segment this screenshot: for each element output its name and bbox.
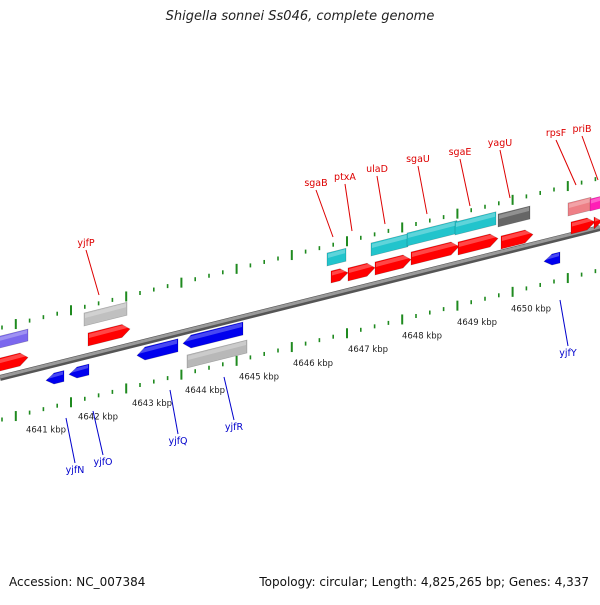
gene-label-lower: yjfY — [559, 348, 577, 359]
forward-gene — [347, 262, 376, 282]
scale-label: 4647 kbp — [348, 345, 388, 355]
feature-block-dark-yagU — [497, 205, 531, 228]
topology-text: Topology: circular; Length: 4,825,265 bp… — [259, 575, 589, 589]
reverse-gene — [136, 338, 179, 361]
forward-gene — [500, 229, 534, 250]
feature-block-gray-lower-shine — [188, 341, 246, 360]
scale-label: 4642 kbp — [78, 413, 118, 423]
gene-leader-line — [344, 183, 353, 232]
forward-gene-shine — [595, 216, 600, 222]
scale-label: 4646 kbp — [293, 359, 333, 369]
gene-leader-line — [581, 135, 599, 181]
reverse-gene — [68, 363, 90, 379]
forward-gene-shine — [459, 233, 497, 247]
forward-gene — [0, 352, 29, 372]
gene-leader-line — [555, 139, 577, 186]
gene-leader-line — [223, 376, 235, 421]
gene-leader-line — [85, 249, 100, 296]
gene-label-upper: yagU — [488, 138, 512, 149]
gene-leader-line — [499, 149, 511, 199]
feature-block-gray-shine — [85, 303, 126, 318]
gene-label-lower: yjfO — [93, 457, 112, 468]
feature-block-magenta-priB-shine — [591, 197, 600, 204]
scale-label: 4648 kbp — [402, 332, 442, 342]
feature-block-magenta-priB — [589, 196, 600, 212]
forward-gene-shine — [376, 254, 410, 267]
feature-block-gray — [83, 301, 128, 327]
forward-gene — [593, 216, 600, 230]
forward-gene — [330, 268, 349, 284]
forward-gene — [410, 241, 460, 266]
scale-label: 4644 kbp — [185, 386, 225, 396]
gene-leader-line — [92, 410, 104, 456]
genome-backbone-highlight — [0, 225, 600, 379]
feature-block-cyan-sgaB-shine — [328, 249, 345, 258]
reverse-gene-shine — [70, 365, 88, 374]
forward-gene-shine — [332, 267, 347, 276]
gene-label-lower: yjfN — [66, 465, 85, 476]
gene-label-upper: sgaU — [406, 154, 430, 165]
feature-block-cyan-sgaB — [326, 247, 347, 267]
gene-label-upper: ptxA — [334, 172, 356, 183]
reverse-gene-shine — [545, 253, 559, 261]
accession-text: Accession: NC_007384 — [9, 575, 146, 589]
scale-label: 4643 kbp — [132, 399, 172, 409]
gene-leader-line — [376, 175, 386, 225]
feature-block-cyan-sgaU-shine — [408, 221, 456, 238]
feature-block-cyan-ulaD-shine — [372, 234, 407, 248]
forward-gene-shine — [412, 241, 458, 257]
gene-leader-line — [315, 189, 334, 238]
reverse-gene — [543, 251, 561, 266]
reverse-gene — [45, 370, 65, 385]
gene-leader-line — [417, 165, 428, 215]
forward-gene-shine — [0, 352, 27, 364]
feature-block-cyan-sgaE-shine — [456, 212, 495, 227]
gene-label-upper: ulaD — [366, 164, 388, 175]
feature-block-cyan-sgaE — [454, 211, 497, 236]
forward-gene-shine — [89, 323, 129, 338]
reverse-gene — [182, 321, 244, 349]
feature-block-gray-lower — [186, 339, 248, 369]
scale-label: 4650 kbp — [511, 304, 551, 314]
forward-gene-shine — [572, 217, 594, 227]
forward-gene — [374, 254, 412, 276]
gene-label-upper: priB — [572, 124, 591, 135]
reverse-gene-shine — [47, 371, 63, 380]
gene-label-lower: yjfQ — [168, 436, 187, 447]
feature-block-pink-rpsF-shine — [569, 198, 590, 208]
gene-label-upper: sgaE — [449, 147, 472, 158]
forward-gene — [87, 324, 131, 347]
gene-label-upper: sgaB — [304, 178, 327, 189]
genome-title: Shigella sonnei Ss046, complete genome — [165, 9, 435, 24]
forward-gene — [457, 233, 499, 256]
forward-gene — [570, 217, 596, 235]
feature-block-purple-shine — [0, 330, 27, 341]
scale-label: 4649 kbp — [457, 318, 497, 328]
scale-label: 4641 kbp — [26, 426, 66, 436]
scale-label: 4645 kbp — [239, 372, 279, 382]
reverse-gene-shine — [184, 323, 242, 342]
gene-leader-line — [459, 158, 471, 207]
gene-label-lower: yjfR — [225, 422, 244, 433]
gene-label-upper: yjfP — [77, 238, 95, 249]
forward-gene-shine — [502, 229, 532, 241]
gene-label-upper: rpsF — [546, 128, 566, 139]
forward-gene-shine — [349, 262, 374, 273]
gene-leader-line — [559, 299, 569, 347]
feature-block-dark-yagU-shine — [499, 207, 529, 219]
reverse-gene-shine — [138, 339, 177, 354]
feature-block-purple — [0, 328, 29, 349]
feature-block-cyan-ulaD — [370, 233, 409, 257]
gene-leader-line — [169, 389, 179, 435]
gene-leader-line — [65, 417, 76, 464]
